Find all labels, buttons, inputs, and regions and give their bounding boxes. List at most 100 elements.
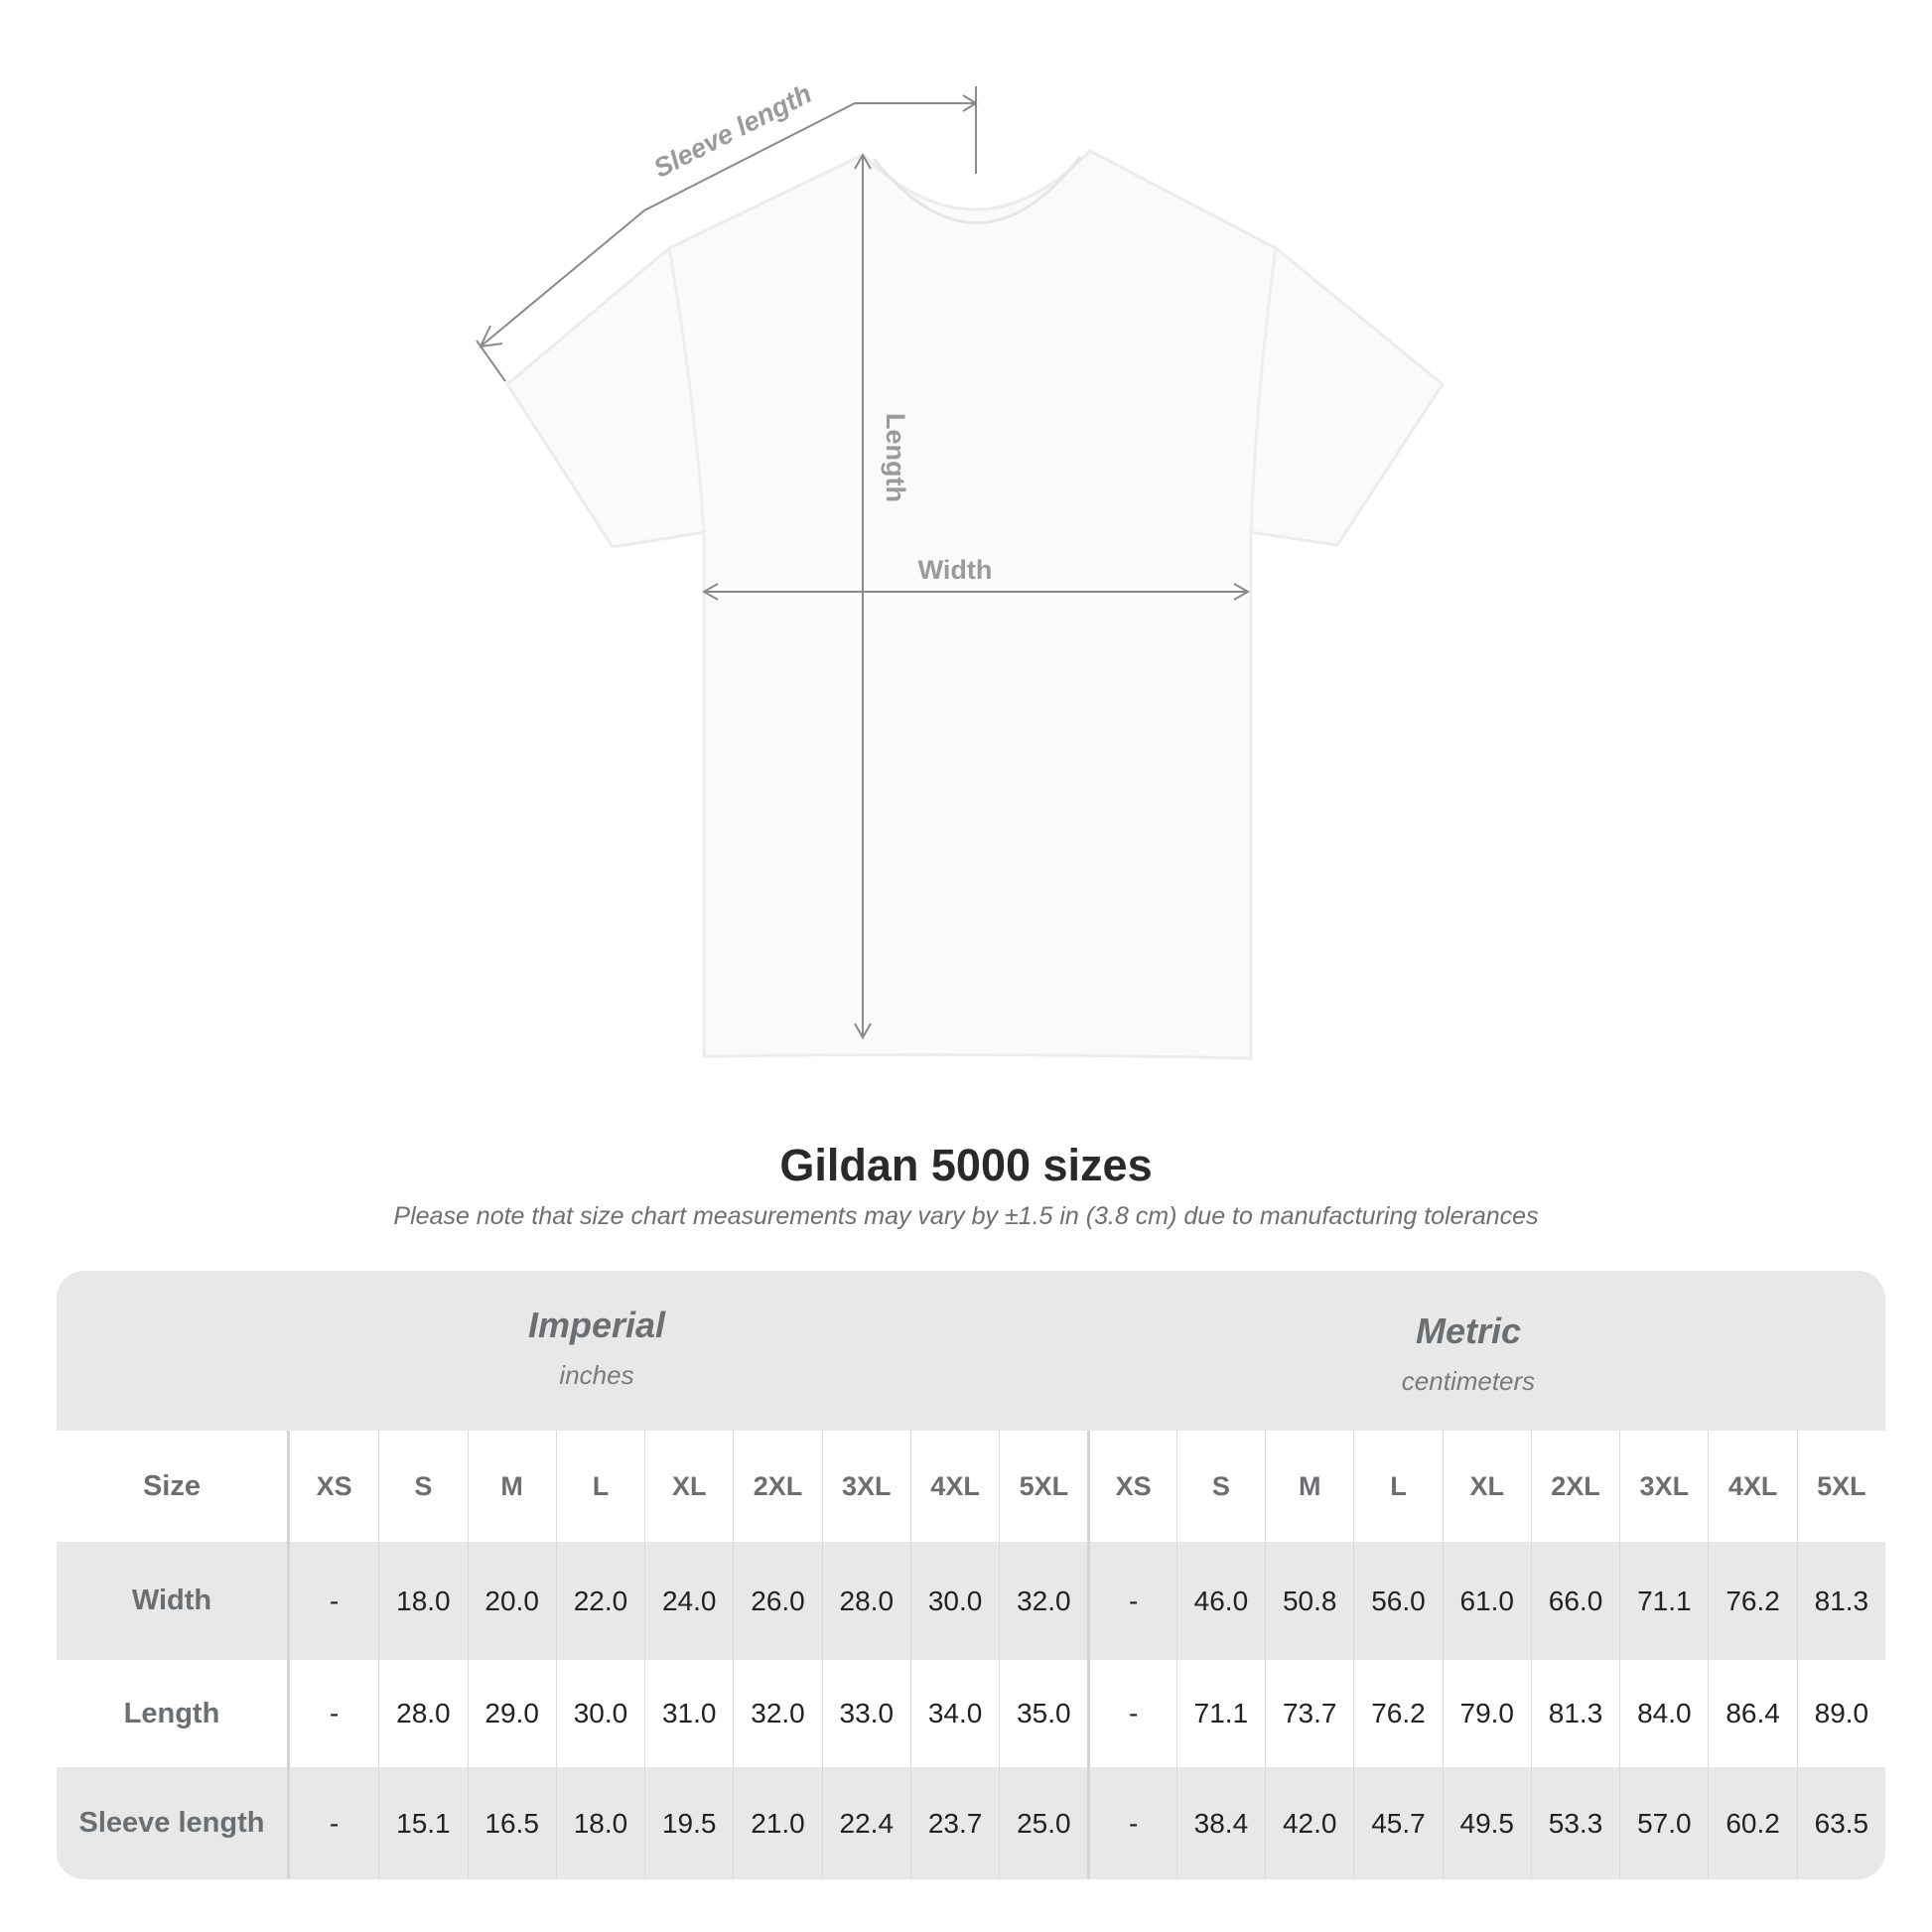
metric-value-cell: 66.0	[1530, 1542, 1619, 1660]
imperial-size-xl: XL	[644, 1431, 733, 1542]
imperial-value-cell: 22.0	[555, 1542, 644, 1660]
imperial-value-cell: 31.0	[644, 1660, 733, 1767]
table-row-sleeve-length: Sleeve length - 15.1 16.5 18.0 19.5 21.0 22.4 23…	[57, 1767, 1885, 1879]
arrowhead-icon	[479, 325, 503, 348]
metric-value-cell: -	[1087, 1767, 1175, 1879]
metric-value-cell: 84.0	[1619, 1660, 1708, 1767]
imperial-value-cell: 28.0	[821, 1542, 910, 1660]
metric-value-cell: 81.3	[1796, 1542, 1885, 1660]
imperial-size-5xl: 5XL	[999, 1431, 1087, 1542]
metric-title: Metric	[1415, 1311, 1522, 1351]
sleeve-seam-left	[667, 247, 706, 533]
imperial-value-cell: 32.0	[999, 1542, 1087, 1660]
metric-unit: centimeters	[1401, 1366, 1536, 1396]
imperial-value-cell: 34.0	[909, 1660, 999, 1767]
metric-value-cell: 76.2	[1353, 1660, 1442, 1767]
imperial-value-cell: 16.5	[467, 1767, 556, 1879]
size-table: Imperial inches Metric centimeters Size X…	[57, 1271, 1885, 1879]
page-title: Gildan 5000 sizes	[779, 1140, 1153, 1190]
collar-seam	[872, 156, 1082, 224]
table-row-length: Length -28.0 29.0 30.0 31.0 32.0 33.0 34.0 35.0-…	[57, 1660, 1885, 1767]
metric-value-cell: 46.0	[1175, 1542, 1265, 1660]
width-label: Width	[918, 555, 993, 585]
imperial-value-cell: 26.0	[733, 1542, 821, 1660]
row-label: Length	[57, 1660, 290, 1767]
length-label: Length	[881, 413, 910, 502]
imperial-value-cell: -	[329, 1698, 340, 1728]
sleeve-length-measure-line	[480, 102, 976, 347]
imperial-value-cell: 15.1	[378, 1767, 467, 1879]
imperial-value-cell: -	[329, 1807, 340, 1839]
imperial-value-cell: -	[329, 1585, 340, 1616]
metric-value-cell: 63.5	[1796, 1767, 1885, 1879]
metric-value-cell: 49.5	[1442, 1767, 1531, 1879]
arrowhead-icon	[962, 94, 978, 112]
arrowhead-icon	[701, 583, 719, 601]
imperial-value-cell: 23.7	[909, 1767, 999, 1879]
imperial-header: Imperial inches	[348, 1305, 845, 1391]
metric-value-cell: 89.0	[1796, 1660, 1885, 1767]
metric-value-cell: 38.4	[1175, 1767, 1265, 1879]
imperial-value-cell: 22.4	[821, 1767, 910, 1879]
metric-size-m: M	[1265, 1431, 1353, 1542]
table-row-width: Width -18.0 20.0 22.0 24.0 26.0 28.0 30.0 32.0-4…	[57, 1542, 1885, 1660]
sleeve-seam-right	[1249, 247, 1278, 533]
tshirt-diagram: Sleeve length Length Width	[476, 78, 1445, 1060]
metric-value-cell: 53.3	[1530, 1767, 1619, 1879]
metric-size-s: S	[1175, 1431, 1265, 1542]
imperial-size-l: L	[555, 1431, 644, 1542]
imperial-size-xs: XS	[316, 1470, 352, 1501]
imperial-value-cell: 33.0	[821, 1660, 910, 1767]
metric-value-cell: 71.1	[1619, 1542, 1708, 1660]
imperial-size-4xl: 4XL	[909, 1431, 999, 1542]
metric-value-cell: -	[1087, 1542, 1175, 1660]
metric-value-cell: 42.0	[1265, 1767, 1353, 1879]
imperial-value-cell: 30.0	[555, 1660, 644, 1767]
imperial-size-m: M	[467, 1431, 556, 1542]
metric-size-2xl: 2XL	[1530, 1431, 1619, 1542]
metric-value-cell: 50.8	[1265, 1542, 1353, 1660]
metric-size-5xl: 5XL	[1796, 1431, 1885, 1542]
tshirt-image	[505, 149, 1445, 1060]
imperial-value-cell: 18.0	[555, 1767, 644, 1879]
metric-value-cell: 56.0	[1353, 1542, 1442, 1660]
imperial-title: Imperial	[527, 1305, 666, 1345]
imperial-value-cell: 21.0	[733, 1767, 821, 1879]
imperial-value-cell: 18.0	[378, 1542, 467, 1660]
imperial-value-cell: 35.0	[999, 1660, 1087, 1767]
imperial-size-s: S	[378, 1431, 467, 1542]
metric-value-cell: 60.2	[1708, 1767, 1796, 1879]
imperial-value-cell: 25.0	[999, 1767, 1087, 1879]
imperial-value-cell: 20.0	[467, 1542, 556, 1660]
metric-size-xl: XL	[1442, 1431, 1531, 1542]
imperial-value-cell: 32.0	[733, 1660, 821, 1767]
row-label: Sleeve length	[57, 1767, 290, 1879]
metric-value-cell: 79.0	[1442, 1660, 1531, 1767]
sleeve-length-label: Sleeve length	[649, 78, 817, 184]
imperial-value-cell: 28.0	[378, 1660, 467, 1767]
metric-value-cell: 81.3	[1530, 1660, 1619, 1767]
arrowhead-icon	[854, 152, 872, 170]
metric-size-4xl: 4XL	[1708, 1431, 1796, 1542]
metric-value-cell: 57.0	[1619, 1767, 1708, 1879]
size-header-row: Size XS S M L XL 2XL 3XL 4XL 5XL XS S M L XL 2XL 3XL 4XL 5…	[57, 1431, 1885, 1542]
metric-value-cell: 76.2	[1708, 1542, 1796, 1660]
metric-header: Metric centimeters	[1220, 1311, 1717, 1397]
imperial-value-cell: 19.5	[644, 1767, 733, 1879]
imperial-size-3xl: 3XL	[821, 1431, 910, 1542]
metric-value-cell: 73.7	[1265, 1660, 1353, 1767]
arrowhead-icon	[854, 1023, 872, 1040]
row-label: Width	[57, 1542, 290, 1660]
imperial-value-cell: 29.0	[467, 1660, 556, 1767]
imperial-value-cell: 30.0	[909, 1542, 999, 1660]
metric-value-cell: 45.7	[1353, 1767, 1442, 1879]
imperial-unit: inches	[559, 1360, 634, 1390]
size-header-label: Size	[57, 1431, 290, 1542]
arrowhead-icon	[1233, 583, 1251, 601]
unit-header-band: Imperial inches Metric centimeters	[57, 1271, 1885, 1431]
metric-size-3xl: 3XL	[1619, 1431, 1708, 1542]
metric-value-cell: 86.4	[1708, 1660, 1796, 1767]
imperial-size-2xl: 2XL	[733, 1431, 821, 1542]
metric-size-l: L	[1353, 1431, 1442, 1542]
metric-value-cell: -	[1087, 1660, 1175, 1767]
